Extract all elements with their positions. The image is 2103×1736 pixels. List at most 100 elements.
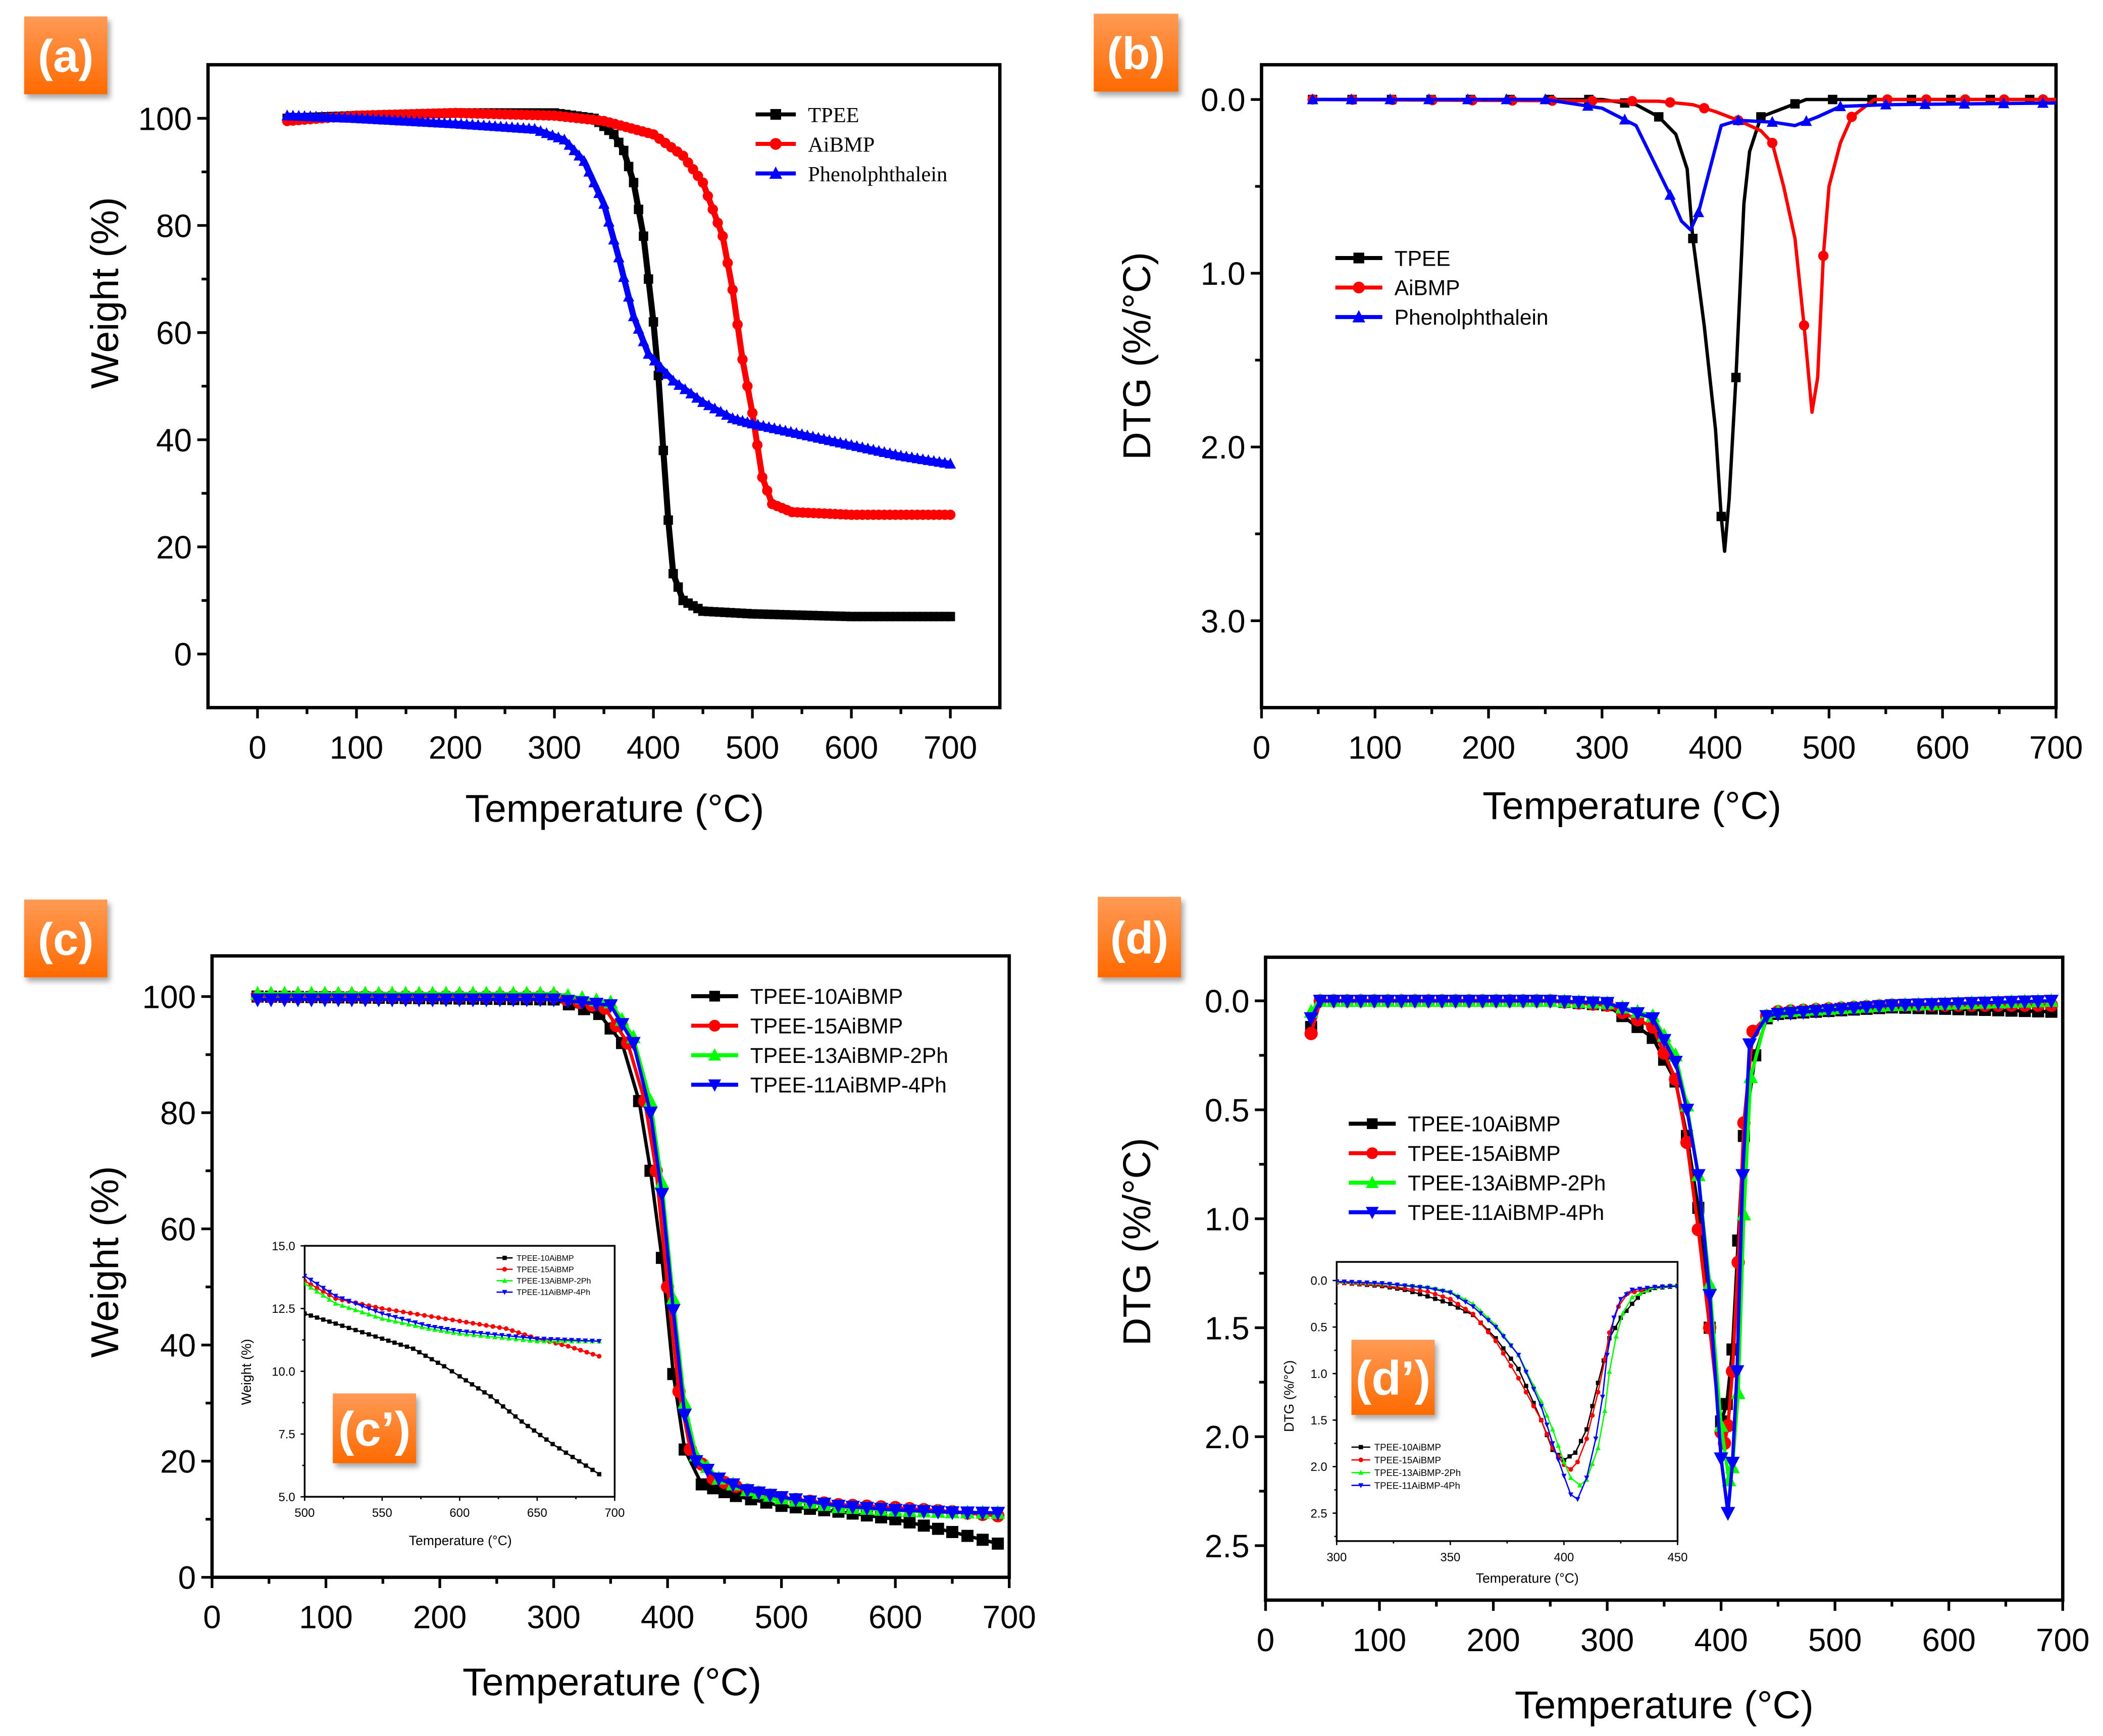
panel-label-badge: (d’) — [1351, 1340, 1435, 1415]
data-point — [1635, 1295, 1640, 1300]
data-point — [308, 1285, 314, 1290]
data-point — [1561, 1473, 1567, 1479]
data-point — [726, 1478, 741, 1493]
legend-marker — [708, 1048, 722, 1061]
data-point — [485, 1332, 491, 1337]
legend-label: AiBMP — [808, 133, 875, 157]
y-tick-label: 2.5 — [1310, 1507, 1327, 1520]
data-point — [712, 217, 723, 228]
data-point — [1395, 1283, 1400, 1288]
data-point — [344, 993, 360, 1007]
x-tick-label: 700 — [2036, 1622, 2089, 1658]
data-point — [697, 396, 709, 407]
legend-marker — [1353, 281, 1365, 294]
x-tick-label: 200 — [413, 1599, 467, 1636]
legend-label: TPEE-15AiBMP — [1374, 1455, 1441, 1465]
data-point — [1523, 1369, 1529, 1375]
data-point — [1951, 997, 1966, 1011]
data-point — [404, 1344, 409, 1349]
data-point — [1809, 1005, 1823, 1019]
data-point — [757, 472, 767, 483]
x-tick-label: 300 — [527, 1599, 580, 1636]
data-point — [1575, 1497, 1580, 1502]
data-point — [321, 1293, 326, 1298]
data-point — [413, 1320, 418, 1325]
data-point — [695, 1478, 708, 1491]
data-point — [1425, 1286, 1430, 1291]
data-point — [1756, 112, 1766, 122]
legend-label: TPEE-10AiBMP — [1374, 1442, 1441, 1453]
x-tick-label: 300 — [1326, 1551, 1347, 1564]
data-point — [679, 383, 691, 394]
data-point — [1629, 1294, 1635, 1300]
data-point — [1307, 93, 1318, 105]
data-point — [1771, 1008, 1785, 1022]
data-point — [589, 998, 604, 1012]
x-tick-label: 200 — [429, 729, 482, 765]
data-point — [444, 1326, 450, 1332]
series-line-tpee — [287, 110, 951, 620]
data-point — [859, 1502, 875, 1516]
data-point — [1834, 1003, 1849, 1017]
data-point — [386, 1313, 392, 1318]
data-point — [1630, 1007, 1645, 1022]
data-point — [742, 381, 753, 392]
legend-marker — [1367, 1118, 1378, 1129]
data-point — [1937, 997, 1953, 1012]
data-point — [546, 129, 558, 140]
x-tick-label: 0 — [1253, 729, 1270, 765]
legend-marker — [770, 138, 782, 150]
data-point — [1394, 995, 1409, 1009]
data-point — [560, 995, 576, 1009]
x-axis-title: Temperature (°C) — [463, 1661, 761, 1704]
data-point — [1544, 1422, 1550, 1428]
data-point — [1664, 189, 1676, 200]
legend-label: TPEE-11AiBMP-4Ph — [1374, 1480, 1460, 1491]
data-point — [1801, 115, 1812, 126]
data-point — [519, 1419, 524, 1424]
data-point — [1538, 1417, 1544, 1423]
data-point — [902, 1504, 917, 1519]
x-tick-label: 700 — [983, 1599, 1036, 1636]
x-tick-label: 400 — [641, 1599, 694, 1636]
data-point — [429, 1357, 434, 1362]
data-point — [1568, 1475, 1573, 1480]
x-tick-label: 400 — [627, 729, 680, 765]
data-point — [1735, 1169, 1750, 1183]
data-point — [366, 1306, 372, 1311]
y-axis-title: Weight (%) — [239, 1339, 254, 1405]
data-point — [590, 1467, 595, 1472]
y-tick-label: 1.0 — [1310, 1367, 1327, 1381]
data-point — [715, 405, 727, 417]
data-point — [353, 1301, 358, 1307]
data-point — [438, 993, 453, 1007]
series-layer — [1307, 93, 2056, 553]
panel-label-badge: (d) — [1098, 897, 1181, 978]
data-point — [663, 515, 673, 525]
data-point — [596, 1339, 602, 1344]
legend-marker — [502, 1267, 507, 1272]
y-tick-label: 1.0 — [1205, 1201, 1250, 1238]
data-point — [1561, 1459, 1567, 1464]
data-point — [432, 1324, 438, 1330]
data-point — [477, 1322, 482, 1327]
y-tick-label: 0.0 — [1310, 1274, 1327, 1288]
legend-marker — [708, 1019, 721, 1032]
data-point — [476, 1386, 481, 1391]
data-point — [1637, 1291, 1643, 1296]
data-point — [366, 1311, 372, 1317]
data-point — [845, 1501, 860, 1515]
data-point — [1568, 1492, 1573, 1498]
legend-label: AiBMP — [1395, 277, 1460, 300]
data-point — [1589, 1413, 1595, 1418]
data-point — [492, 1332, 498, 1338]
data-point — [314, 1282, 320, 1287]
data-point — [1550, 1441, 1555, 1446]
data-point — [1531, 1387, 1536, 1392]
x-tick-label: 200 — [1466, 1622, 1520, 1658]
data-point — [373, 1334, 378, 1339]
data-point — [643, 1106, 658, 1121]
data-point — [321, 1317, 326, 1322]
data-point — [470, 1320, 476, 1326]
x-tick-label: 600 — [825, 729, 878, 765]
